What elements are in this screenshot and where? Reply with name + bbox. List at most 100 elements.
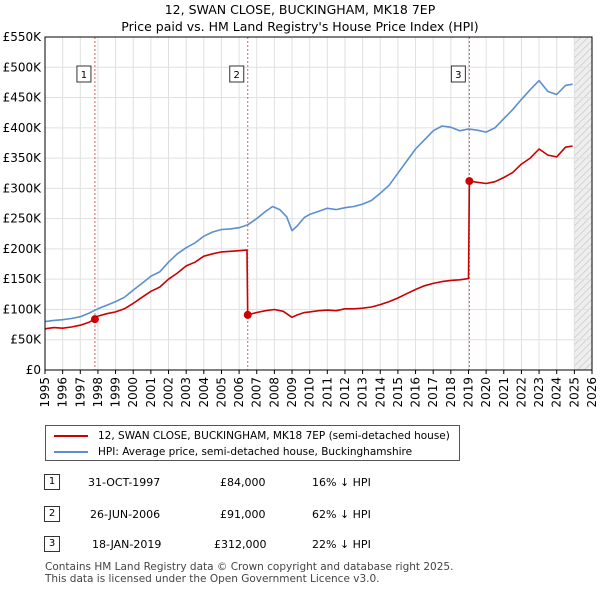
future-hatch bbox=[584, 362, 593, 371]
x-tick-label: 2020 bbox=[479, 377, 493, 408]
sale-label: 2 bbox=[234, 70, 240, 81]
y-tick-label: £300K bbox=[3, 181, 43, 195]
future-hatch bbox=[574, 334, 593, 353]
price-chart: £0 £50K £100K £150K £200K £250K £300K £350K £400… bbox=[3, 30, 599, 408]
future-hatch bbox=[574, 124, 593, 143]
future-hatch bbox=[574, 320, 593, 339]
plot-area: £0 £50K £100K £150K £200K £250K £300K £350K £400… bbox=[3, 30, 599, 408]
x-tick-label: 2012 bbox=[338, 377, 352, 408]
x-tick-label: 2010 bbox=[303, 377, 317, 408]
transaction-hpi: 62% ↓ HPI bbox=[312, 508, 371, 521]
chart-title: 12, SWAN CLOSE, BUCKINGHAM, MK18 7EP bbox=[164, 2, 436, 17]
future-hatch bbox=[574, 257, 593, 276]
future-hatch bbox=[574, 54, 593, 73]
x-tick-label: 2002 bbox=[162, 377, 176, 408]
sale-label-box bbox=[450, 65, 466, 83]
plot-frame bbox=[44, 36, 593, 371]
x-tick-label: 2022 bbox=[514, 377, 528, 408]
y-tick-label: £100K bbox=[3, 302, 43, 316]
x-tick-label: 2013 bbox=[356, 377, 370, 408]
future-hatch bbox=[574, 187, 593, 206]
x-tick-label: 2008 bbox=[267, 377, 281, 408]
transaction-number: 3 bbox=[44, 536, 60, 552]
transaction-price: £312,000 bbox=[214, 538, 267, 551]
y-tick-label: £250K bbox=[3, 212, 43, 226]
x-tick-label: 1996 bbox=[56, 377, 70, 408]
future-hatch bbox=[574, 194, 593, 213]
future-hatch bbox=[574, 166, 593, 185]
y-tick-label: £500K bbox=[3, 60, 43, 74]
future-hatch bbox=[574, 47, 593, 66]
transaction-number: 2 bbox=[44, 506, 60, 522]
future-hatch bbox=[574, 75, 593, 94]
y-tick-label: £200K bbox=[3, 242, 43, 256]
future-hatch bbox=[574, 110, 593, 129]
transaction-price: £91,000 bbox=[220, 508, 266, 521]
future-hatch bbox=[574, 271, 593, 290]
legend-hpi-swatch bbox=[54, 451, 88, 453]
future-hatch bbox=[577, 355, 593, 371]
future-hatch bbox=[574, 327, 593, 346]
future-hatch bbox=[574, 68, 593, 87]
future-hatch bbox=[574, 229, 593, 248]
transaction-number: 1 bbox=[44, 474, 60, 490]
x-tick-label: 2006 bbox=[232, 377, 246, 408]
sale-point bbox=[243, 310, 252, 319]
future-hatch bbox=[574, 103, 593, 122]
future-hatch bbox=[574, 236, 593, 255]
future-hatch bbox=[574, 299, 593, 318]
x-tick-label: 1995 bbox=[38, 377, 52, 408]
future-hatch bbox=[574, 89, 593, 108]
transaction-date: 31-OCT-1997 bbox=[88, 476, 161, 489]
x-tick-label: 2001 bbox=[144, 377, 158, 408]
x-tick-label: 2014 bbox=[373, 377, 387, 408]
x-tick-label: 1999 bbox=[109, 377, 123, 408]
transaction-hpi: 16% ↓ HPI bbox=[312, 476, 371, 489]
sale-point bbox=[90, 315, 99, 324]
sale-point bbox=[465, 177, 474, 186]
future-hatch bbox=[574, 159, 593, 178]
series-line bbox=[44, 145, 573, 330]
x-tick-label: 1997 bbox=[73, 377, 87, 408]
future-hatch bbox=[574, 208, 593, 227]
x-tick-label: 1998 bbox=[91, 377, 105, 408]
transaction-price: £84,000 bbox=[220, 476, 266, 489]
future-hatch bbox=[574, 180, 593, 199]
future-hatch bbox=[574, 96, 593, 115]
footer-licence: This data is licensed under the Open Gov… bbox=[45, 573, 380, 585]
y-tick-label: £350K bbox=[3, 151, 43, 165]
x-tick-label: 2009 bbox=[285, 377, 299, 408]
x-tick-label: 2005 bbox=[214, 377, 228, 408]
transaction-date: 18-JAN-2019 bbox=[92, 538, 162, 551]
sale-label-box bbox=[229, 65, 245, 83]
x-tick-label: 2018 bbox=[444, 377, 458, 408]
legend-property-swatch bbox=[54, 435, 88, 437]
y-tick-label: £50K bbox=[10, 333, 42, 347]
future-hatch bbox=[574, 40, 593, 59]
x-tick-label: 2003 bbox=[179, 377, 193, 408]
y-tick-label: £550K bbox=[3, 30, 43, 44]
x-tick-label: 2011 bbox=[320, 377, 334, 408]
series-line bbox=[44, 79, 573, 323]
legend-property-label: 12, SWAN CLOSE, BUCKINGHAM, MK18 7EP (se… bbox=[98, 430, 450, 442]
future-hatch bbox=[574, 348, 593, 367]
x-tick-label: 2016 bbox=[409, 377, 423, 408]
y-tick-label: £400K bbox=[3, 121, 43, 135]
future-hatch bbox=[574, 250, 593, 269]
legend-item-property: 12, SWAN CLOSE, BUCKINGHAM, MK18 7EP (se… bbox=[54, 428, 450, 444]
y-tick-label: £0 bbox=[26, 363, 41, 377]
future-hatch bbox=[574, 131, 593, 150]
x-tick-label: 2024 bbox=[550, 377, 564, 408]
x-tick-label: 2004 bbox=[197, 377, 211, 408]
future-hatch bbox=[574, 36, 582, 45]
future-hatch bbox=[574, 278, 593, 297]
future-hatch bbox=[574, 341, 593, 360]
future-hatch bbox=[574, 138, 593, 157]
future-hatch bbox=[574, 61, 593, 80]
future-hatch bbox=[574, 243, 593, 262]
legend-hpi-label: HPI: Average price, semi-detached house,… bbox=[98, 446, 413, 458]
x-tick-label: 2021 bbox=[497, 377, 511, 408]
future-hatch bbox=[574, 313, 593, 332]
x-tick-label: 2015 bbox=[391, 377, 405, 408]
footer-copyright: Contains HM Land Registry data © Crown c… bbox=[45, 561, 454, 573]
